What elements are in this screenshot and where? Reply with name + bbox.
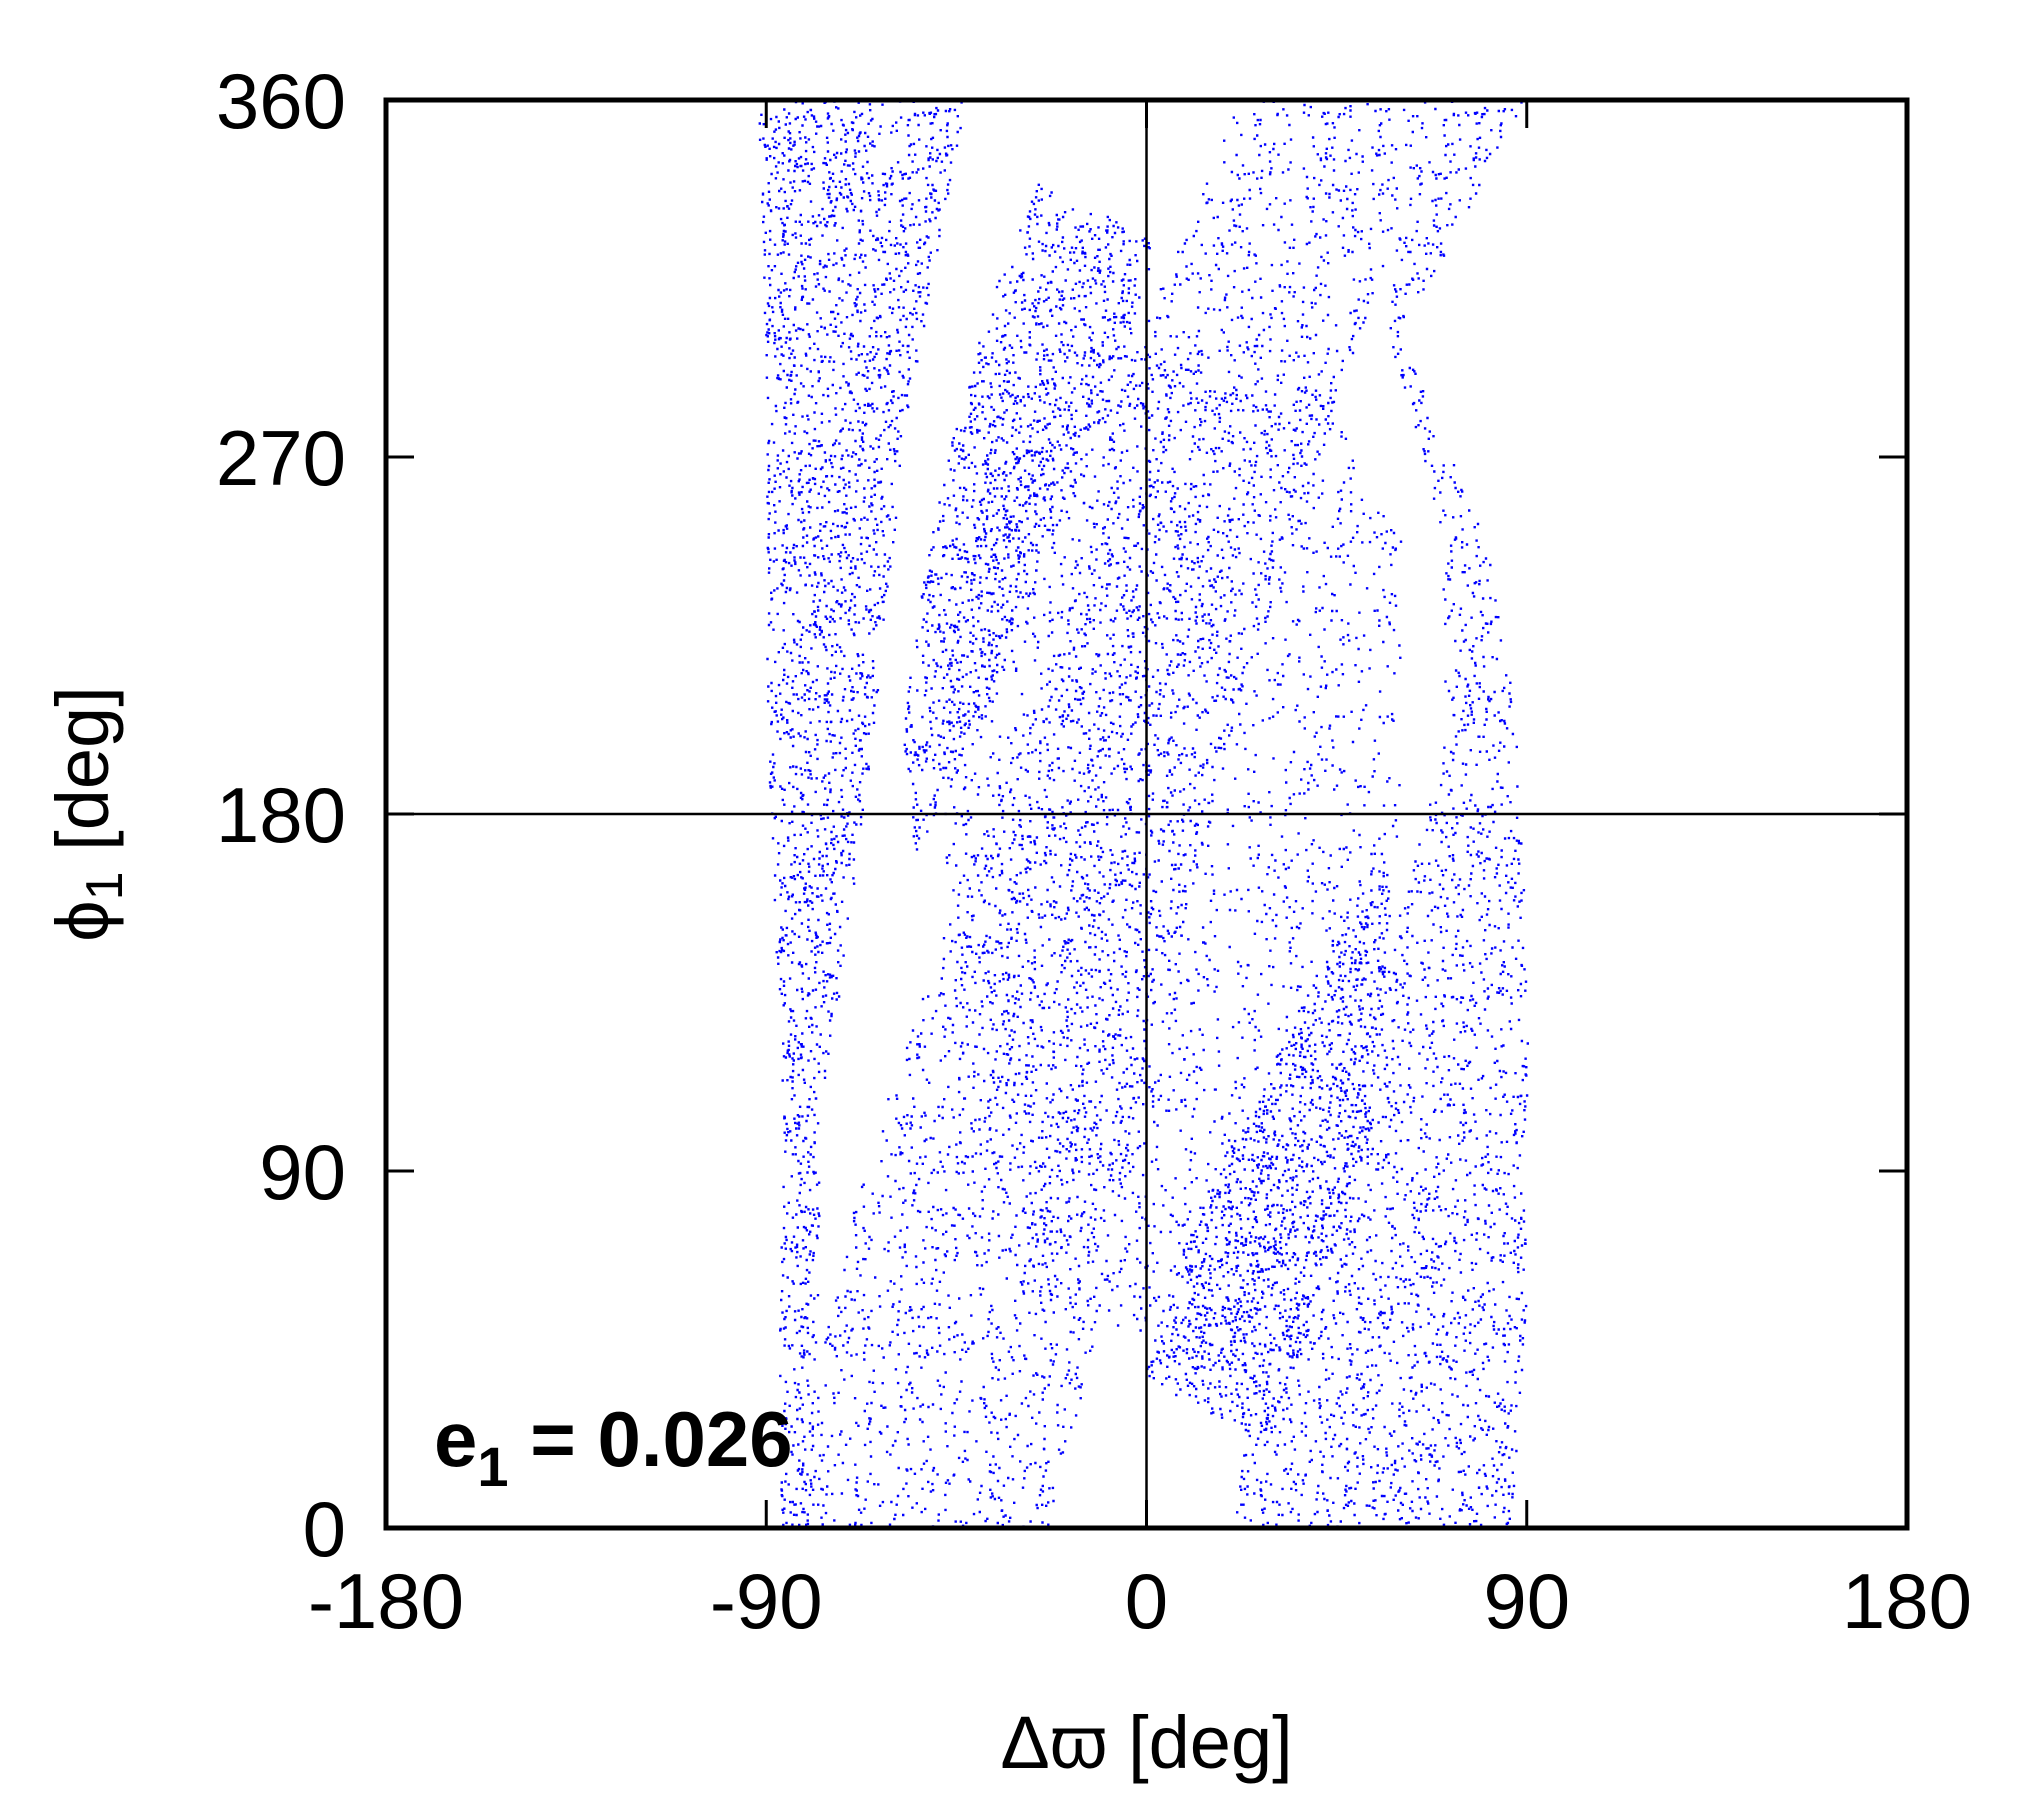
x-tick-label: 180	[1842, 1557, 1972, 1645]
annotation-value: = 0.026	[509, 1395, 793, 1483]
y-tick-label: 90	[259, 1128, 346, 1216]
x-tick-labels: -180 -90 0 90 180	[308, 1557, 1972, 1645]
x-tick-label: -180	[308, 1557, 464, 1645]
zero-axis-lines	[386, 100, 1907, 1528]
annotation-symbol: e	[434, 1395, 477, 1483]
x-tick-label: 0	[1125, 1557, 1168, 1645]
y-tick-labels: 0 90 180 270 360	[216, 57, 346, 1573]
eccentricity-annotation: e1 = 0.026	[434, 1395, 793, 1498]
y-axis-label-symbol: ϕ	[41, 900, 124, 941]
x-tick-label: 90	[1483, 1557, 1570, 1645]
annotation-subscript: 1	[477, 1435, 508, 1498]
y-tick-label: 0	[303, 1485, 346, 1573]
x-tick-label: -90	[710, 1557, 823, 1645]
axis-ticks	[384, 98, 1909, 1530]
y-axis-label-unit: [deg]	[41, 686, 124, 871]
y-tick-label: 360	[216, 57, 346, 145]
y-tick-label: 180	[216, 771, 346, 859]
y-axis-label-subscript: 1	[76, 871, 134, 900]
y-axis-label: ϕ1 [deg]	[41, 686, 134, 942]
y-tick-label: 270	[216, 414, 346, 502]
x-axis-label: Δϖ [deg]	[1000, 1701, 1292, 1784]
